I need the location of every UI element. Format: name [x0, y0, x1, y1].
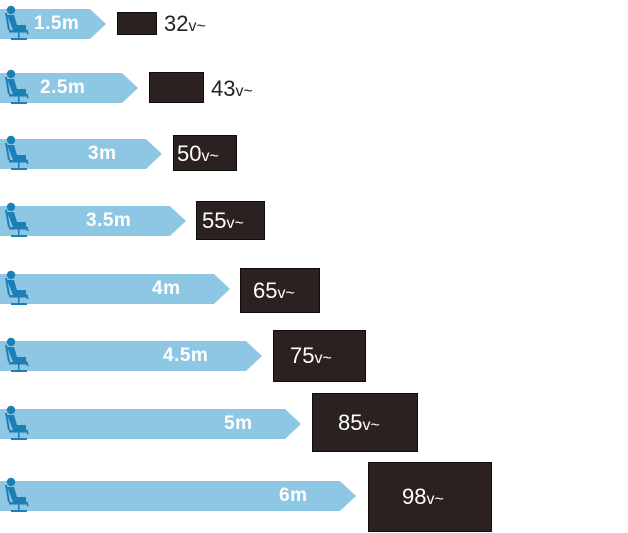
distance-label: 3m: [88, 143, 117, 164]
tv-size-label: 85v~: [338, 410, 380, 435]
seated-viewer-icon: [4, 134, 30, 170]
distance-arrow: [0, 73, 138, 103]
distance-label: 4m: [152, 278, 181, 299]
tv-screen: [240, 268, 320, 313]
distance-arrow: [0, 206, 186, 236]
distance-label: 5m: [224, 413, 253, 434]
distance-label: 1.5m: [34, 13, 80, 34]
seated-viewer-icon: [4, 4, 30, 41]
distance-arrow: [0, 481, 356, 511]
distance-label: 6m: [279, 485, 308, 506]
tv-screen: [173, 135, 237, 171]
tv-size-label: 75v~: [290, 343, 332, 368]
tv-size-label: 55v~: [202, 208, 244, 233]
seated-viewer-icon: [4, 476, 30, 512]
distance-arrow: [0, 9, 106, 39]
tv-screen: [368, 462, 492, 532]
seated-viewer-icon: [4, 404, 30, 440]
seated-viewer-icon: [4, 201, 30, 237]
tv-screen: [312, 393, 418, 452]
distance-label: 3.5m: [86, 210, 132, 231]
tv-size-label: 65v~: [253, 278, 295, 303]
tv-screen: [117, 12, 157, 35]
tv-size-label: 43v~: [211, 76, 253, 101]
tv-screen: [196, 201, 265, 240]
tv-size-label: 32v~: [164, 11, 206, 36]
distance-label: 4.5m: [163, 345, 209, 366]
tv-size-label: 50v~: [177, 141, 219, 166]
tv-screen: [149, 72, 204, 103]
distance-arrow: [0, 274, 230, 304]
seated-viewer-icon: [4, 68, 30, 104]
distance-label: 2.5m: [40, 77, 86, 98]
distance-arrow: [0, 341, 262, 371]
tv-size-label: 98v~: [402, 484, 444, 509]
seated-viewer-icon: [4, 269, 30, 305]
distance-arrow: [0, 409, 301, 439]
seated-viewer-icon: [4, 336, 30, 372]
tv-screen: [273, 330, 366, 382]
